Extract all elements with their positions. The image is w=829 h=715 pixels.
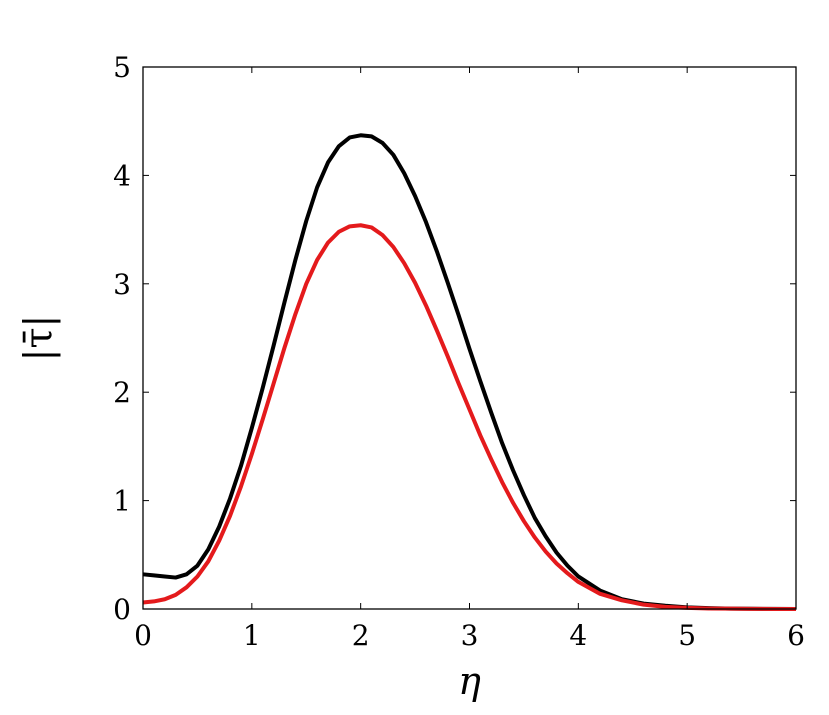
y-tick-label: 2 <box>113 376 131 409</box>
x-tick-label: 4 <box>569 619 587 652</box>
series-line-2 <box>142 223 797 611</box>
series-line-1 <box>142 133 797 611</box>
tick-marks-group <box>142 66 797 610</box>
plot-frame <box>142 66 797 610</box>
y-axis-label: |τ̄| <box>17 315 61 362</box>
x-axis-label: η <box>458 659 481 703</box>
tick-labels-group: 0 1 2 3 4 5 6 0 1 2 3 4 5 <box>113 51 805 652</box>
x-tick-label: 0 <box>134 619 152 652</box>
x-tick-label: 6 <box>787 619 805 652</box>
y-tick-label: 5 <box>113 51 131 84</box>
y-tick-label: 0 <box>113 593 131 626</box>
y-tick-label: 4 <box>113 159 131 192</box>
x-tick-label: 3 <box>461 619 479 652</box>
x-tick-label: 5 <box>678 619 696 652</box>
x-tick-label: 2 <box>352 619 370 652</box>
y-tick-label: 1 <box>113 485 131 518</box>
plot-series-group <box>142 133 797 611</box>
y-tick-label: 3 <box>113 268 131 301</box>
x-tick-label: 1 <box>243 619 261 652</box>
